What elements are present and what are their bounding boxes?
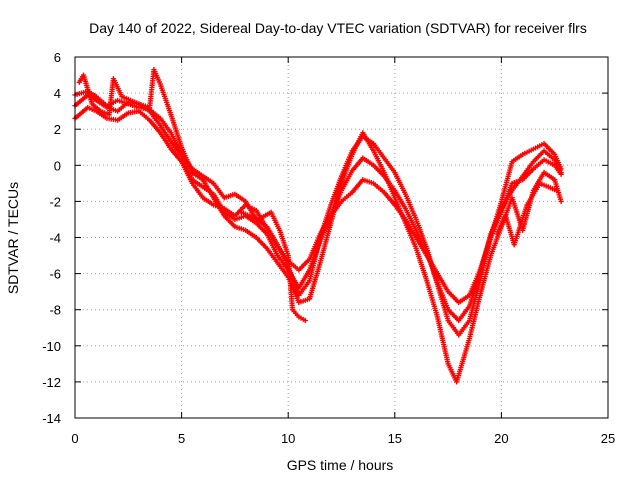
x-tick-label: 5 [178, 431, 185, 446]
y-tick-labels: -14 -12 -10 -8 -6 -4 -2 0 2 4 6 [42, 50, 61, 426]
x-tick-label: 15 [388, 431, 402, 446]
x-tick-label: 25 [601, 431, 615, 446]
y-tick-label: -6 [49, 267, 61, 282]
plot-frame [74, 56, 609, 419]
y-tick-label: -14 [42, 411, 61, 426]
x-axis-label: GPS time / hours [287, 457, 394, 473]
y-axis-label: SDTVAR / TECUs [5, 182, 21, 294]
series-track-3 [72, 88, 564, 338]
x-tick-labels: 0 5 10 15 20 25 [71, 431, 615, 446]
y-tick-label: -4 [49, 231, 61, 246]
axis-ticks [74, 56, 609, 419]
y-tick-label: 0 [54, 158, 61, 173]
series-track-5 [238, 180, 560, 324]
y-tick-label: 2 [54, 122, 61, 137]
x-tick-label: 20 [494, 431, 508, 446]
y-tick-label: -10 [42, 339, 61, 354]
series-track-2 [72, 92, 564, 324]
x-tick-label: 0 [71, 431, 78, 446]
data-marks [72, 67, 564, 385]
y-tick-label: 4 [54, 86, 61, 101]
grid [75, 57, 608, 418]
y-tick-label: -8 [49, 303, 61, 318]
x-tick-label: 10 [281, 431, 295, 446]
y-tick-label: -12 [42, 375, 61, 390]
chart-title: Day 140 of 2022, Sidereal Day-to-day VTE… [89, 20, 587, 36]
data-point [558, 166, 564, 172]
y-tick-label: -2 [49, 194, 61, 209]
series-track-4 [76, 67, 564, 385]
data-point [302, 317, 308, 324]
data-point [558, 198, 564, 204]
y-tick-label: 6 [54, 50, 61, 65]
data-point [554, 187, 560, 194]
